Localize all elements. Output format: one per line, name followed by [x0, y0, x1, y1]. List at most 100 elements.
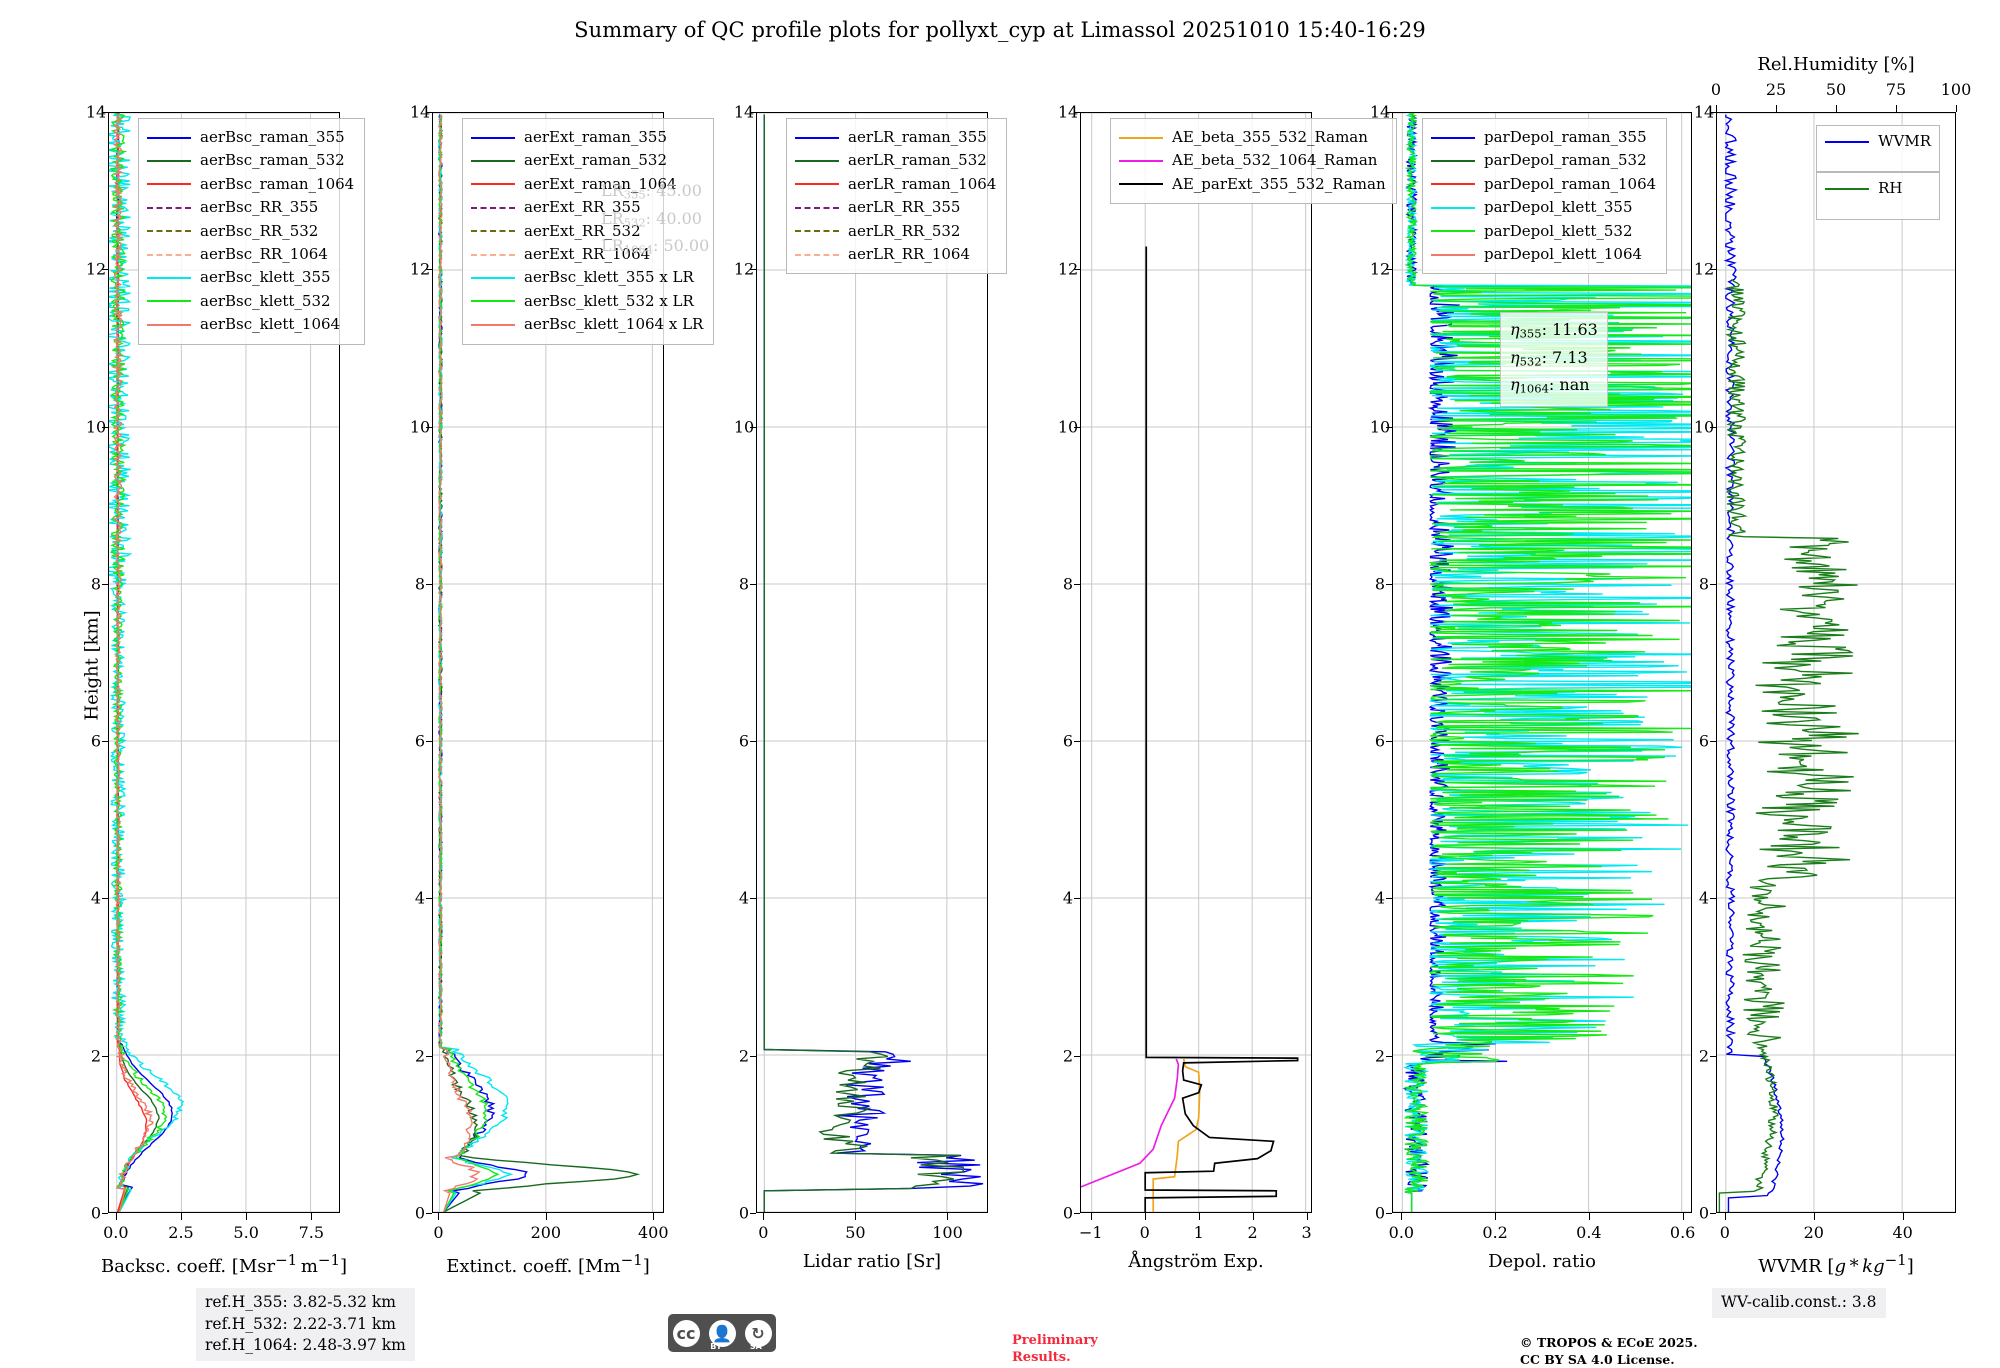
legend-item-aerLR_raman_532[interactable]: aerLR_raman_532 [795, 149, 996, 172]
legend-item-aerLR_RR_532[interactable]: aerLR_RR_532 [795, 220, 996, 243]
legend-item-aerExt_raman_532[interactable]: aerExt_raman_532 [471, 149, 703, 172]
ytick-angstrom-8: 8 [1062, 574, 1074, 594]
ytick-mark [102, 269, 108, 271]
legend-item-aerBsc_klett_355[interactable]: aerBsc_klett_355 [147, 266, 354, 289]
xtick-extinction-2: 400 [637, 1223, 669, 1242]
legend-item-RH[interactable]: RH [1825, 177, 1931, 200]
ytick-wvmr-rh-4: 4 [1698, 888, 1710, 908]
legend-item-WVMR[interactable]: WVMR [1825, 130, 1931, 153]
legend-item-parDepol_klett_532[interactable]: parDepol_klett_532 [1431, 220, 1656, 243]
legend-item-aerLR_raman_355[interactable]: aerLR_raman_355 [795, 126, 996, 149]
legend-item-aerBsc_RR_532[interactable]: aerBsc_RR_532 [147, 220, 354, 243]
xtick-mark [947, 1213, 949, 1220]
plot-area-lidar-ratio[interactable] [756, 112, 988, 1213]
legend-item-aerLR_raman_1064[interactable]: aerLR_raman_1064 [795, 173, 996, 196]
ytick-mark [750, 426, 756, 428]
legend-label: aerBsc_raman_1064 [200, 174, 355, 193]
xtick-mark [1902, 1213, 1904, 1220]
legend-item-aerBsc_klett_532[interactable]: aerBsc_klett_532 [147, 290, 354, 313]
legend-item-aerExt_RR_532[interactable]: aerExt_RR_532 [471, 220, 703, 243]
legend-angstrom[interactable]: AE_beta_355_532_Raman AE_beta_532_1064_Ra… [1110, 118, 1397, 205]
ytick-mark [102, 112, 108, 113]
legend-label: aerBsc_klett_355 [200, 268, 331, 287]
legend-label: aerBsc_klett_1064 x LR [524, 315, 704, 334]
legend-label: aerExt_RR_1064 [524, 244, 651, 263]
cc-license-badge: cc 👤 ↻ BY SA [668, 1314, 776, 1352]
ytick-backscatter-6: 6 [90, 731, 102, 751]
legend-label: parDepol_raman_1064 [1484, 174, 1657, 193]
legend-item-parDepol_klett_1064[interactable]: parDepol_klett_1064 [1431, 243, 1656, 266]
ref-height-355: ref.H_355: 3.82-5.32 km [205, 1293, 396, 1311]
legend-item-aerExt_raman_355[interactable]: aerExt_raman_355 [471, 126, 703, 149]
legend-swatch-icon [147, 277, 191, 280]
ytick-angstrom-10: 10 [1057, 417, 1079, 437]
ytick-extinction-10: 10 [409, 417, 431, 437]
legend-swatch-icon [471, 253, 515, 256]
ytick-mark [1386, 741, 1392, 743]
ytick-lidar-ratio-2: 2 [738, 1046, 750, 1066]
ytick-mark [426, 112, 432, 113]
ytick-mark [1386, 112, 1392, 113]
legend-item-AE_beta_355_532_Raman[interactable]: AE_beta_355_532_Raman [1119, 126, 1386, 149]
plot-area-wvmr-rh[interactable] [1716, 112, 1956, 1213]
top-xtick-0: 0 [1710, 80, 1722, 99]
xtick-extinction-1: 200 [530, 1223, 562, 1242]
legend-item-aerBsc_raman_1064[interactable]: aerBsc_raman_1064 [147, 173, 354, 196]
legend-depolarization[interactable]: parDepol_raman_355 parDepol_raman_532 parD… [1422, 118, 1668, 275]
legend-swatch-icon [1431, 253, 1475, 256]
legend-item-parDepol_klett_355[interactable]: parDepol_klett_355 [1431, 196, 1656, 219]
plot-area-angstrom[interactable] [1080, 112, 1312, 1213]
legend-item-aerBsc_klett_1064 x LR[interactable]: aerBsc_klett_1064 x LR [471, 313, 703, 336]
legend-item-parDepol_raman_355[interactable]: parDepol_raman_355 [1431, 126, 1656, 149]
ytick-mark [1386, 426, 1392, 428]
legend-wvmr-rh[interactable]: WVMR RH [1808, 118, 1950, 227]
legend-swatch-icon [147, 160, 191, 163]
legend-item-aerExt_raman_1064[interactable]: aerExt_raman_1064 [471, 173, 703, 196]
legend-label: parDepol_raman_532 [1484, 151, 1647, 170]
legend-item-aerBsc_RR_1064[interactable]: aerBsc_RR_1064 [147, 243, 354, 266]
xtick-backscatter-0: 0.0 [103, 1223, 129, 1242]
legend-item-AE_beta_532_1064_Raman[interactable]: AE_beta_532_1064_Raman [1119, 149, 1386, 172]
legend-item-aerLR_RR_1064[interactable]: aerLR_RR_1064 [795, 243, 996, 266]
legend-item-aerBsc_klett_1064[interactable]: aerBsc_klett_1064 [147, 313, 354, 336]
series-parDepol_klett_532 [1403, 113, 1691, 1212]
legend-item-aerExt_RR_1064[interactable]: aerExt_RR_1064 [471, 243, 703, 266]
legend-swatch-icon [471, 323, 515, 326]
legend-item-aerBsc_raman_532[interactable]: aerBsc_raman_532 [147, 149, 354, 172]
legend-item-AE_parExt_355_532_Raman[interactable]: AE_parExt_355_532_Raman [1119, 173, 1386, 196]
legend-backscatter[interactable]: aerBsc_raman_355 aerBsc_raman_532 aerBsc_r… [138, 118, 366, 345]
legend-lidar-ratio[interactable]: aerLR_raman_355 aerLR_raman_532 aerLR_rama… [786, 118, 1008, 275]
ytick-mark [1710, 112, 1716, 113]
xtick-lidar-ratio-2: 100 [932, 1223, 963, 1242]
ytick-depolarization-2: 2 [1374, 1046, 1386, 1066]
ytick-mark [102, 741, 108, 743]
xtick-mark [763, 1213, 765, 1220]
xtick-mark [1090, 1213, 1092, 1220]
ytick-mark [1710, 1055, 1716, 1057]
legend-item-aerBsc_klett_532 x LR[interactable]: aerBsc_klett_532 x LR [471, 290, 703, 313]
ytick-mark [102, 898, 108, 900]
legend-item-parDepol_raman_532[interactable]: parDepol_raman_532 [1431, 149, 1656, 172]
ytick-depolarization-4: 4 [1374, 888, 1386, 908]
legend-item-aerBsc_raman_355[interactable]: aerBsc_raman_355 [147, 126, 354, 149]
legend-item-aerLR_RR_355[interactable]: aerLR_RR_355 [795, 196, 996, 219]
legend-item-aerExt_RR_355[interactable]: aerExt_RR_355 [471, 196, 703, 219]
xtick-mark [1813, 1213, 1815, 1220]
lr-annotation-line-355: LR355: 45.00 [601, 181, 702, 202]
ytick-wvmr-rh-8: 8 [1698, 574, 1710, 594]
legend-item-aerBsc_RR_355[interactable]: aerBsc_RR_355 [147, 196, 354, 219]
panel-angstrom: 0 2 4 6 8 10 12 14 −1 0 1 2 3 Ångström Exp. AE_beta_35… [1058, 103, 1397, 1272]
legend-label: aerBsc_klett_532 [200, 291, 331, 310]
legend-item-parDepol_raman_1064[interactable]: parDepol_raman_1064 [1431, 173, 1656, 196]
legend-item-aerBsc_klett_355 x LR[interactable]: aerBsc_klett_355 x LR [471, 266, 703, 289]
panel-wvmr-rh: 0 2 4 6 8 10 12 14 0 20 40 WVMR [g * kg−1] Rel.Humid… [1694, 54, 1971, 1277]
series-aerLR_raman_532 [763, 114, 965, 1212]
legend-label: aerBsc_klett_355 x LR [524, 268, 694, 287]
legend-box-WVMR[interactable]: WVMR [1816, 125, 1940, 173]
ytick-mark [426, 1213, 432, 1214]
xaxis-title-depolarization: Depol. ratio [1488, 1251, 1596, 1272]
wv-calib-box: WV-calib.const.: 3.8 [1712, 1288, 1886, 1318]
legend-box-RH[interactable]: RH [1816, 172, 1940, 220]
plot-area-depolarization[interactable] [1392, 112, 1692, 1213]
legend-extinction[interactable]: aerExt_raman_355 aerExt_raman_532 aerExt_r… [462, 118, 715, 345]
